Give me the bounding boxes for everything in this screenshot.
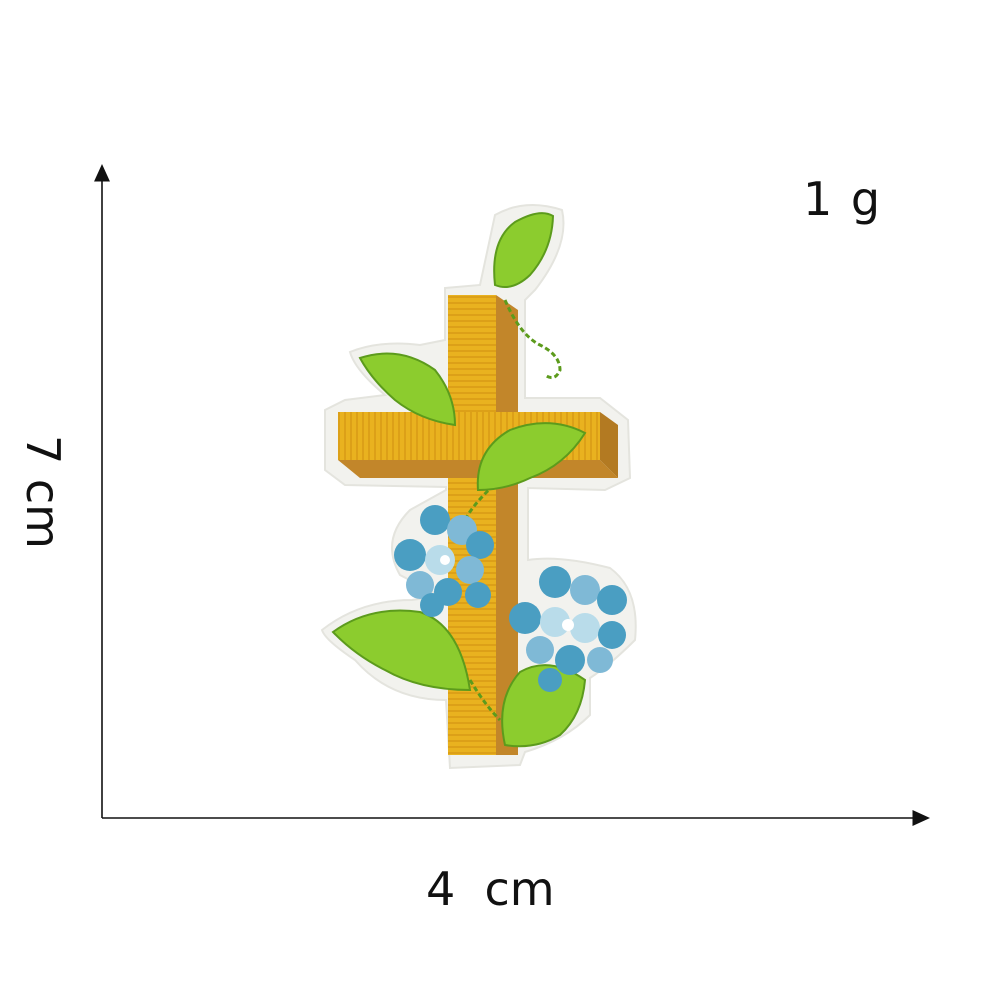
height-label: 7 cm <box>16 435 70 549</box>
leaf-bottom-right <box>501 664 587 748</box>
leaf-bottom-left <box>331 609 472 692</box>
flower-cluster-right <box>509 566 627 692</box>
weight-label: 1 g <box>803 172 883 226</box>
leaf-center-right <box>476 422 587 492</box>
embroidered-cross-patch-icon <box>320 204 637 770</box>
height-label-container: 7 cm <box>16 435 130 555</box>
leaf-upper-left <box>358 352 457 427</box>
flower-cluster-left <box>394 505 494 617</box>
width-label: 4 cm <box>426 862 555 916</box>
leaf-top <box>493 212 555 288</box>
